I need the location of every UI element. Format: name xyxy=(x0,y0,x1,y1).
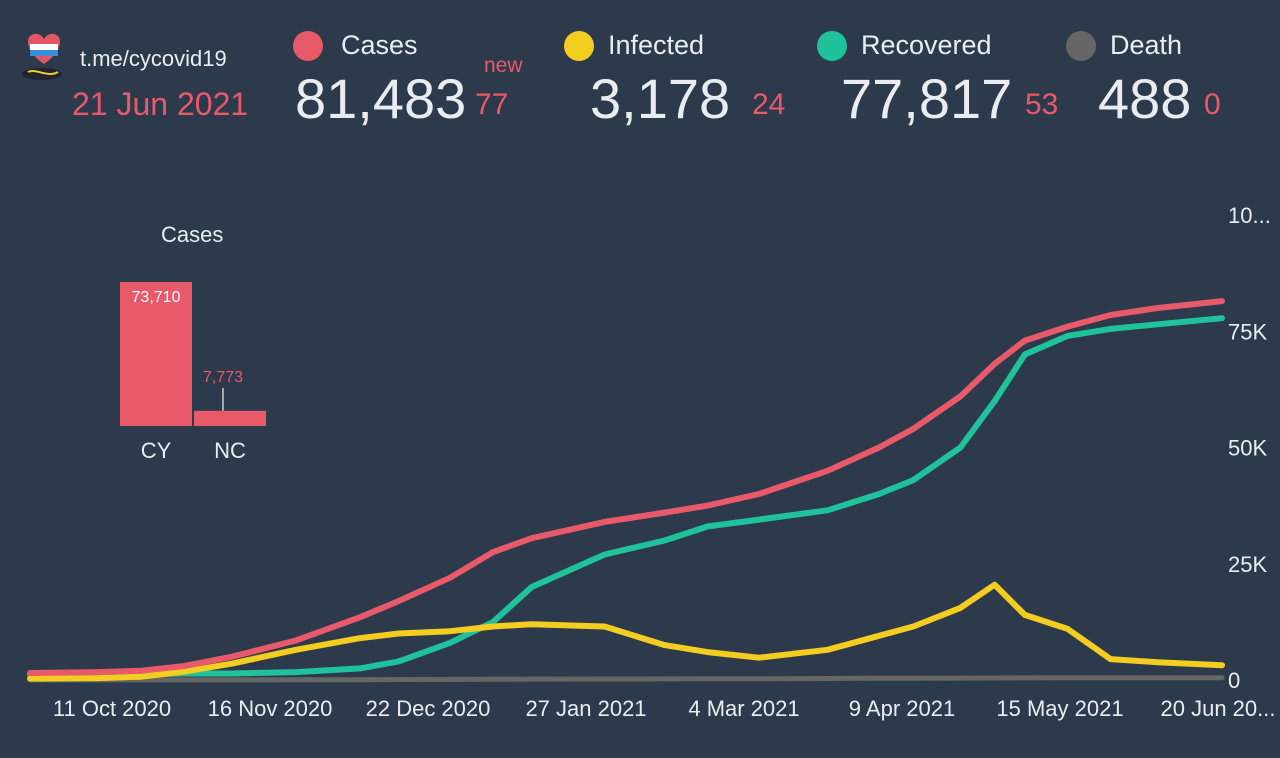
report-date: 21 Jun 2021 xyxy=(72,86,249,122)
recovered-label: Recovered xyxy=(861,30,992,60)
infected-new-value: 24 xyxy=(752,88,786,121)
bar-category-label: NC xyxy=(214,438,246,463)
inset-chart-title: Cases xyxy=(161,222,224,247)
series-line-cases xyxy=(27,298,1225,676)
recovered-value: 77,817 xyxy=(841,67,1013,130)
x-tick-label: 22 Dec 2020 xyxy=(366,696,491,721)
y-tick-label: 10... xyxy=(1228,203,1271,228)
x-tick-label: 15 May 2021 xyxy=(996,696,1123,721)
x-tick-label: 11 Oct 2020 xyxy=(53,696,171,721)
recovered-new-value: 53 xyxy=(1025,88,1059,121)
death-dot-icon xyxy=(1066,31,1096,61)
x-tick-label: 9 Apr 2021 xyxy=(849,696,955,721)
cases-value: 81,483 xyxy=(295,67,467,130)
series-line-death xyxy=(27,675,1225,683)
cases-dot-icon xyxy=(293,31,323,61)
recovered-dot-icon xyxy=(817,31,847,61)
bar-value-label: 73,710 xyxy=(132,289,181,306)
death-value: 488 xyxy=(1098,67,1192,130)
y-tick-label: 75K xyxy=(1228,319,1267,344)
death-new-value: 0 xyxy=(1204,88,1221,121)
channel-link[interactable]: t.me/cycovid19 xyxy=(80,46,227,71)
cases-label: Cases xyxy=(341,30,418,60)
infected-value: 3,178 xyxy=(590,67,731,130)
heart-logo-icon xyxy=(22,33,62,80)
series-line-infected xyxy=(27,581,1225,682)
x-tick-label: 27 Jan 2021 xyxy=(525,696,646,721)
x-tick-label: 20 Jun 20... xyxy=(1161,696,1276,721)
x-tick-label: 4 Mar 2021 xyxy=(688,696,799,721)
bar-nc xyxy=(194,410,266,426)
infected-dot-icon xyxy=(564,31,594,61)
bar-value-label: 7,773 xyxy=(203,369,243,386)
cases-new-label: new xyxy=(484,54,523,77)
bar-cy xyxy=(120,282,192,426)
y-tick-label: 25K xyxy=(1228,552,1267,577)
y-tick-label: 50K xyxy=(1228,436,1267,461)
series-line-recovered xyxy=(27,315,1225,678)
bar-category-label: CY xyxy=(141,438,172,463)
y-tick-label: 0 xyxy=(1228,668,1240,693)
cases-new-value: 77 xyxy=(475,88,509,121)
x-tick-label: 16 Nov 2020 xyxy=(208,696,333,721)
infected-label: Infected xyxy=(608,30,705,60)
death-label: Death xyxy=(1110,30,1183,60)
